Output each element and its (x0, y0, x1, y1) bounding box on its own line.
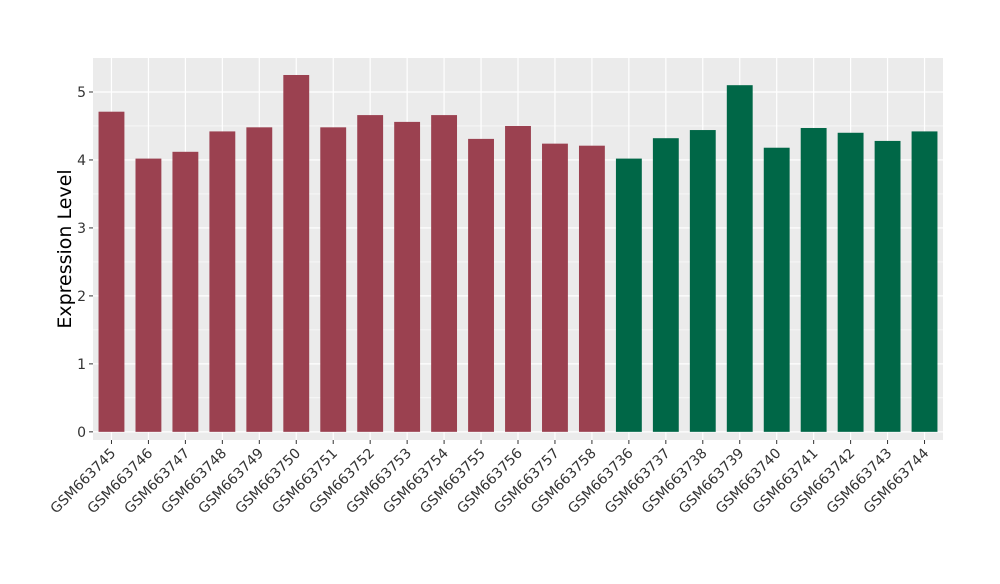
y-axis-label: Expression Level (54, 169, 76, 328)
bar-GSM663755 (468, 138, 494, 432)
bar-GSM663747 (172, 151, 199, 432)
bar-GSM663746 (135, 158, 162, 432)
x-axis: GSM663745GSM663746GSM663747GSM663748GSM6… (48, 440, 933, 517)
bar-GSM663751 (320, 127, 347, 432)
bar-GSM663738 (689, 130, 716, 432)
bar-GSM663736 (615, 158, 642, 432)
bar-GSM663740 (763, 147, 790, 432)
bar-GSM663743 (874, 140, 901, 432)
y-tick-label: 5 (77, 85, 86, 101)
bar-GSM663754 (431, 115, 458, 432)
bar-GSM663757 (542, 143, 568, 432)
y-axis: 0 1 2 3 4 5 (77, 85, 93, 441)
x-tick-label: GSM663744 (861, 445, 933, 517)
bar-GSM663749 (246, 127, 273, 432)
bar-GSM663745 (98, 111, 125, 432)
y-tick-label: 0 (77, 425, 86, 441)
bar-GSM663750 (283, 74, 310, 432)
y-tick-label: 4 (77, 153, 86, 169)
bar-GSM663741 (800, 128, 827, 432)
bar-GSM663756 (505, 125, 531, 432)
bars (98, 74, 938, 432)
bar-GSM663744 (911, 131, 938, 432)
bar-GSM663758 (578, 145, 605, 432)
bar-GSM663739 (726, 85, 753, 432)
bar-GSM663748 (209, 131, 236, 432)
bar-GSM663742 (837, 132, 864, 432)
y-tick-label: 1 (77, 357, 86, 373)
y-tick-label: 2 (77, 289, 86, 305)
y-tick-label: 3 (77, 221, 86, 237)
bar-GSM663752 (357, 115, 384, 432)
bar-GSM663737 (652, 138, 679, 432)
bar-GSM663753 (394, 121, 421, 432)
